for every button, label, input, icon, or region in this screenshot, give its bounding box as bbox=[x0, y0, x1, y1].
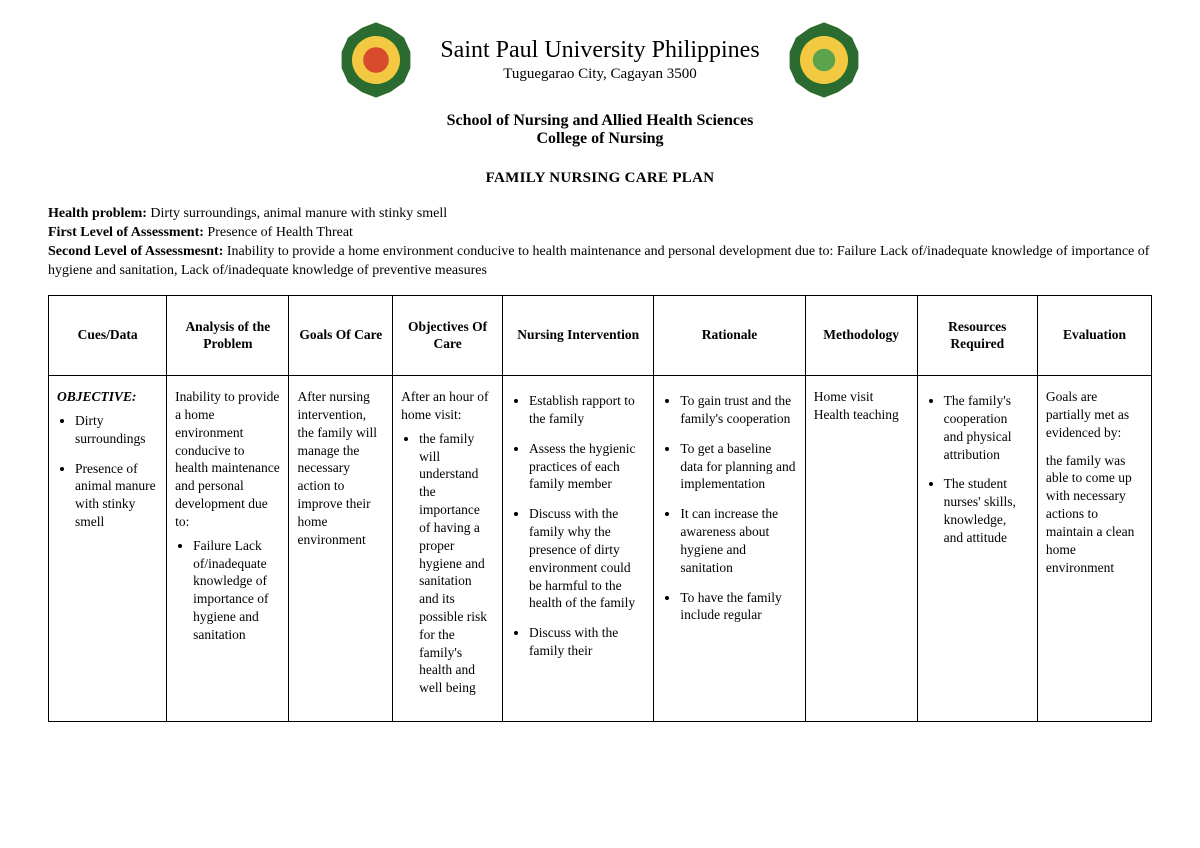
list-item: To get a baseline data for planning and … bbox=[680, 440, 796, 493]
school-block: School of Nursing and Allied Health Scie… bbox=[48, 112, 1152, 148]
cell-methodology: Home visit Health teaching bbox=[805, 376, 917, 722]
university-logo-right bbox=[784, 20, 864, 100]
cell-goals: After nursing intervention, the family w… bbox=[289, 376, 393, 722]
evaluation-text: the family was able to come up with nece… bbox=[1046, 452, 1143, 577]
table-header-row: Cues/Data Analysis of the Problem Goals … bbox=[49, 295, 1152, 376]
list-item: the family will understand the importanc… bbox=[419, 430, 494, 697]
health-problem-line: Health problem: Dirty surroundings, anim… bbox=[48, 205, 1152, 224]
col-cues: Cues/Data bbox=[49, 295, 167, 376]
list-item: Assess the hygienic practices of each fa… bbox=[529, 440, 645, 493]
cell-cues: OBJECTIVE: Dirty surroundings Presence o… bbox=[49, 376, 167, 722]
health-problem-label: Health problem: bbox=[48, 206, 147, 221]
list-item: Dirty surroundings bbox=[75, 412, 158, 448]
list-item: To have the family include regular bbox=[680, 589, 796, 625]
second-assessment-label: Second Level of Assessmesnt: bbox=[48, 244, 223, 259]
list-item: Discuss with the family why the presence… bbox=[529, 505, 645, 612]
table-row: OBJECTIVE: Dirty surroundings Presence o… bbox=[49, 376, 1152, 722]
col-evaluation: Evaluation bbox=[1037, 295, 1151, 376]
document-header: Saint Paul University Philippines Tugueg… bbox=[48, 20, 1152, 100]
evaluation-intro: Goals are partially met as evidenced by: bbox=[1046, 388, 1143, 441]
school-name: School of Nursing and Allied Health Scie… bbox=[48, 112, 1152, 130]
list-item: To gain trust and the family's cooperati… bbox=[680, 392, 796, 428]
col-rationale: Rationale bbox=[654, 295, 805, 376]
first-assessment-text: Presence of Health Threat bbox=[207, 225, 353, 240]
list-item: Failure Lack of/inadequate knowledge of … bbox=[193, 537, 280, 644]
col-goals: Goals Of Care bbox=[289, 295, 393, 376]
college-name: College of Nursing bbox=[48, 130, 1152, 148]
cell-rationale: To gain trust and the family's cooperati… bbox=[654, 376, 805, 722]
col-analysis: Analysis of the Problem bbox=[167, 295, 289, 376]
col-methodology: Methodology bbox=[805, 295, 917, 376]
cell-objectives: After an hour of home visit: the family … bbox=[393, 376, 503, 722]
health-problem-text: Dirty surroundings, animal manure with s… bbox=[150, 206, 447, 221]
analysis-intro: Inability to provide a home environment … bbox=[175, 388, 280, 531]
cell-analysis: Inability to provide a home environment … bbox=[167, 376, 289, 722]
first-assessment-label: First Level of Assessment: bbox=[48, 225, 204, 240]
objective-label: OBJECTIVE: bbox=[57, 388, 158, 406]
cell-evaluation: Goals are partially met as evidenced by:… bbox=[1037, 376, 1151, 722]
list-item: Presence of animal manure with stinky sm… bbox=[75, 460, 158, 531]
university-name: Saint Paul University Philippines bbox=[440, 37, 759, 64]
first-assessment-line: First Level of Assessment: Presence of H… bbox=[48, 224, 1152, 243]
list-item: Establish rapport to the family bbox=[529, 392, 645, 428]
cell-resources: The family's cooperation and physical at… bbox=[917, 376, 1037, 722]
cell-interventions: Establish rapport to the family Assess t… bbox=[503, 376, 654, 722]
col-intervention: Nursing Intervention bbox=[503, 295, 654, 376]
list-item: Discuss with the family their bbox=[529, 624, 645, 660]
plan-title: FAMILY NURSING CARE PLAN bbox=[48, 170, 1152, 187]
list-item: The family's cooperation and physical at… bbox=[944, 392, 1029, 463]
list-item: The student nurses' skills, knowledge, a… bbox=[944, 475, 1029, 546]
university-title-block: Saint Paul University Philippines Tugueg… bbox=[440, 37, 759, 83]
objectives-intro: After an hour of home visit: bbox=[401, 388, 494, 424]
university-address: Tuguegarao City, Cagayan 3500 bbox=[440, 66, 759, 83]
assessment-block: Health problem: Dirty surroundings, anim… bbox=[48, 205, 1152, 281]
care-plan-table: Cues/Data Analysis of the Problem Goals … bbox=[48, 295, 1152, 722]
col-resources: Resources Required bbox=[917, 295, 1037, 376]
second-assessment-line: Second Level of Assessmesnt: Inability t… bbox=[48, 243, 1152, 281]
list-item: It can increase the awareness about hygi… bbox=[680, 505, 796, 576]
university-logo-left bbox=[336, 20, 416, 100]
col-objectives: Objectives Of Care bbox=[393, 295, 503, 376]
